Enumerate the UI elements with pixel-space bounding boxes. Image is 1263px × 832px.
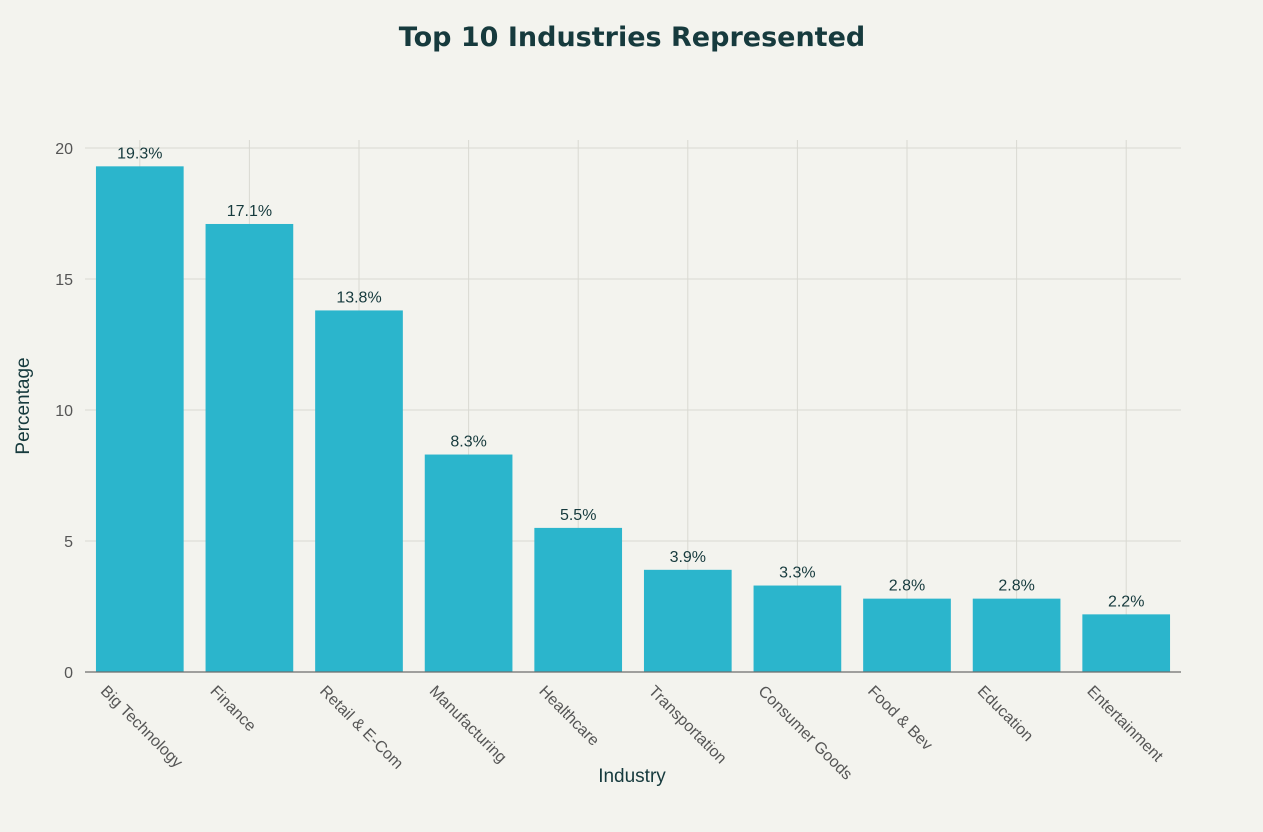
bar-data-label: 2.2% bbox=[1108, 593, 1144, 610]
bars bbox=[95, 166, 1171, 673]
y-tick-label: 0 bbox=[64, 665, 73, 682]
x-tick-label: Consumer Goods bbox=[755, 683, 856, 784]
x-tick-label: Retail & E-Com bbox=[316, 683, 406, 773]
bar-data-label: 2.8% bbox=[998, 578, 1034, 595]
y-axis: 0 5 10 15 20 bbox=[55, 141, 73, 682]
x-tick-label: Finance bbox=[207, 683, 259, 735]
bar[interactable] bbox=[863, 598, 951, 672]
bar[interactable] bbox=[205, 223, 294, 673]
x-tick-label: Education bbox=[974, 683, 1036, 745]
x-tick-label: Transportation bbox=[645, 683, 730, 768]
bar[interactable] bbox=[643, 569, 732, 672]
y-tick-label: 10 bbox=[55, 403, 73, 420]
bar[interactable] bbox=[424, 454, 513, 672]
x-axis-title: Industry bbox=[598, 766, 666, 787]
y-tick-label: 15 bbox=[55, 272, 73, 289]
x-tick-label: Big Technology bbox=[97, 683, 186, 772]
bar[interactable] bbox=[753, 585, 842, 672]
x-tick-label: Manufacturing bbox=[426, 683, 510, 767]
bar[interactable] bbox=[315, 310, 403, 672]
bar-data-label: 2.8% bbox=[889, 578, 925, 595]
bar-data-label: 13.8% bbox=[336, 289, 381, 306]
bar-data-label: 17.1% bbox=[227, 203, 272, 220]
y-tick-label: 20 bbox=[55, 141, 73, 158]
y-tick-label: 5 bbox=[64, 534, 73, 551]
data-labels: 19.3% 17.1% 13.8% 8.3% 5.5% 3.9% 3.3% 2.8% 2.8% 2… bbox=[117, 145, 1144, 610]
bar-data-label: 8.3% bbox=[450, 434, 486, 451]
bar-data-label: 3.3% bbox=[779, 565, 815, 582]
bar[interactable] bbox=[972, 598, 1061, 672]
bar-data-label: 3.9% bbox=[670, 549, 706, 566]
y-axis-title: Percentage bbox=[13, 357, 34, 454]
bar-data-label: 19.3% bbox=[117, 145, 162, 162]
bar[interactable] bbox=[95, 166, 184, 672]
bar[interactable] bbox=[534, 527, 623, 672]
x-tick-label: Food & Bev bbox=[864, 683, 935, 754]
x-tick-label: Healthcare bbox=[535, 683, 602, 750]
bar[interactable] bbox=[1082, 614, 1171, 672]
bar-data-label: 5.5% bbox=[560, 507, 596, 524]
chart-title: Top 10 Industries Represented bbox=[399, 22, 865, 53]
x-tick-label: Entertainment bbox=[1083, 683, 1166, 766]
